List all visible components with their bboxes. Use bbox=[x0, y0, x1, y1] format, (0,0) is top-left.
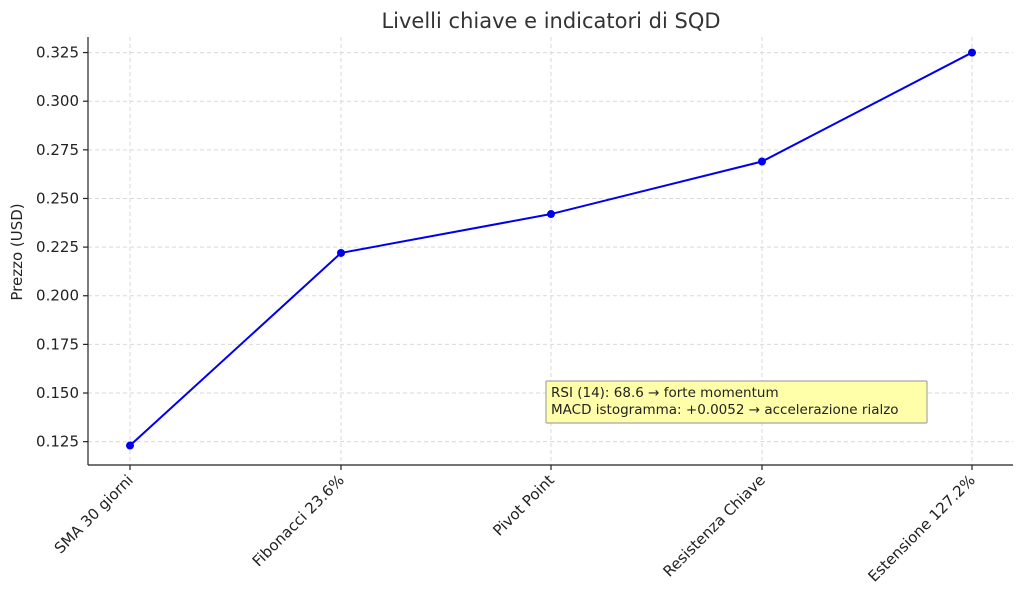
y-tick-label: 0.150 bbox=[36, 384, 79, 402]
y-tick-label: 0.175 bbox=[36, 335, 79, 353]
data-point bbox=[547, 210, 555, 219]
x-tick-label: SMA 30 giorni bbox=[51, 471, 137, 557]
annotation-box bbox=[545, 380, 928, 424]
y-axis-label: Prezzo (USD) bbox=[8, 203, 26, 300]
chart-title: Livelli chiave e indicatori di SQD bbox=[381, 9, 720, 33]
data-point bbox=[337, 248, 345, 257]
x-tick-label: Resistenza Chiave bbox=[659, 471, 768, 580]
y-tick-label: 0.225 bbox=[36, 238, 79, 256]
y-tick-label: 0.300 bbox=[36, 92, 79, 110]
y-axis-ticks: 0.125 0.150 0.175 0.200 0.225 0.250 0.275 0.300… bbox=[36, 44, 88, 451]
x-tick-label: Pivot Point bbox=[489, 471, 558, 540]
annotation-rsi-text: RSI (14): 68.6 → forte momentum bbox=[551, 385, 779, 401]
y-tick-label: 0.200 bbox=[36, 287, 79, 305]
annotation-macd-text: MACD istogramma: +0.0052 → accelerazione… bbox=[551, 402, 899, 418]
data-point bbox=[126, 441, 134, 450]
data-point bbox=[758, 157, 766, 166]
y-tick-label: 0.275 bbox=[36, 141, 79, 159]
series bbox=[126, 48, 976, 450]
y-tick-label: 0.250 bbox=[36, 189, 79, 207]
y-tick-label: 0.325 bbox=[36, 44, 79, 62]
data-point bbox=[968, 48, 976, 57]
x-axis-ticks: SMA 30 giorni Fibonacci 23.6% Pivot Point R… bbox=[51, 465, 979, 585]
indicator-annotation: RSI (14): 68.6 → forte momentum MACD ist… bbox=[545, 380, 928, 424]
x-tick-label: Fibonacci 23.6% bbox=[249, 471, 348, 570]
y-tick-label: 0.125 bbox=[36, 433, 79, 451]
x-tick-label: Estensione 127.2% bbox=[864, 471, 978, 585]
